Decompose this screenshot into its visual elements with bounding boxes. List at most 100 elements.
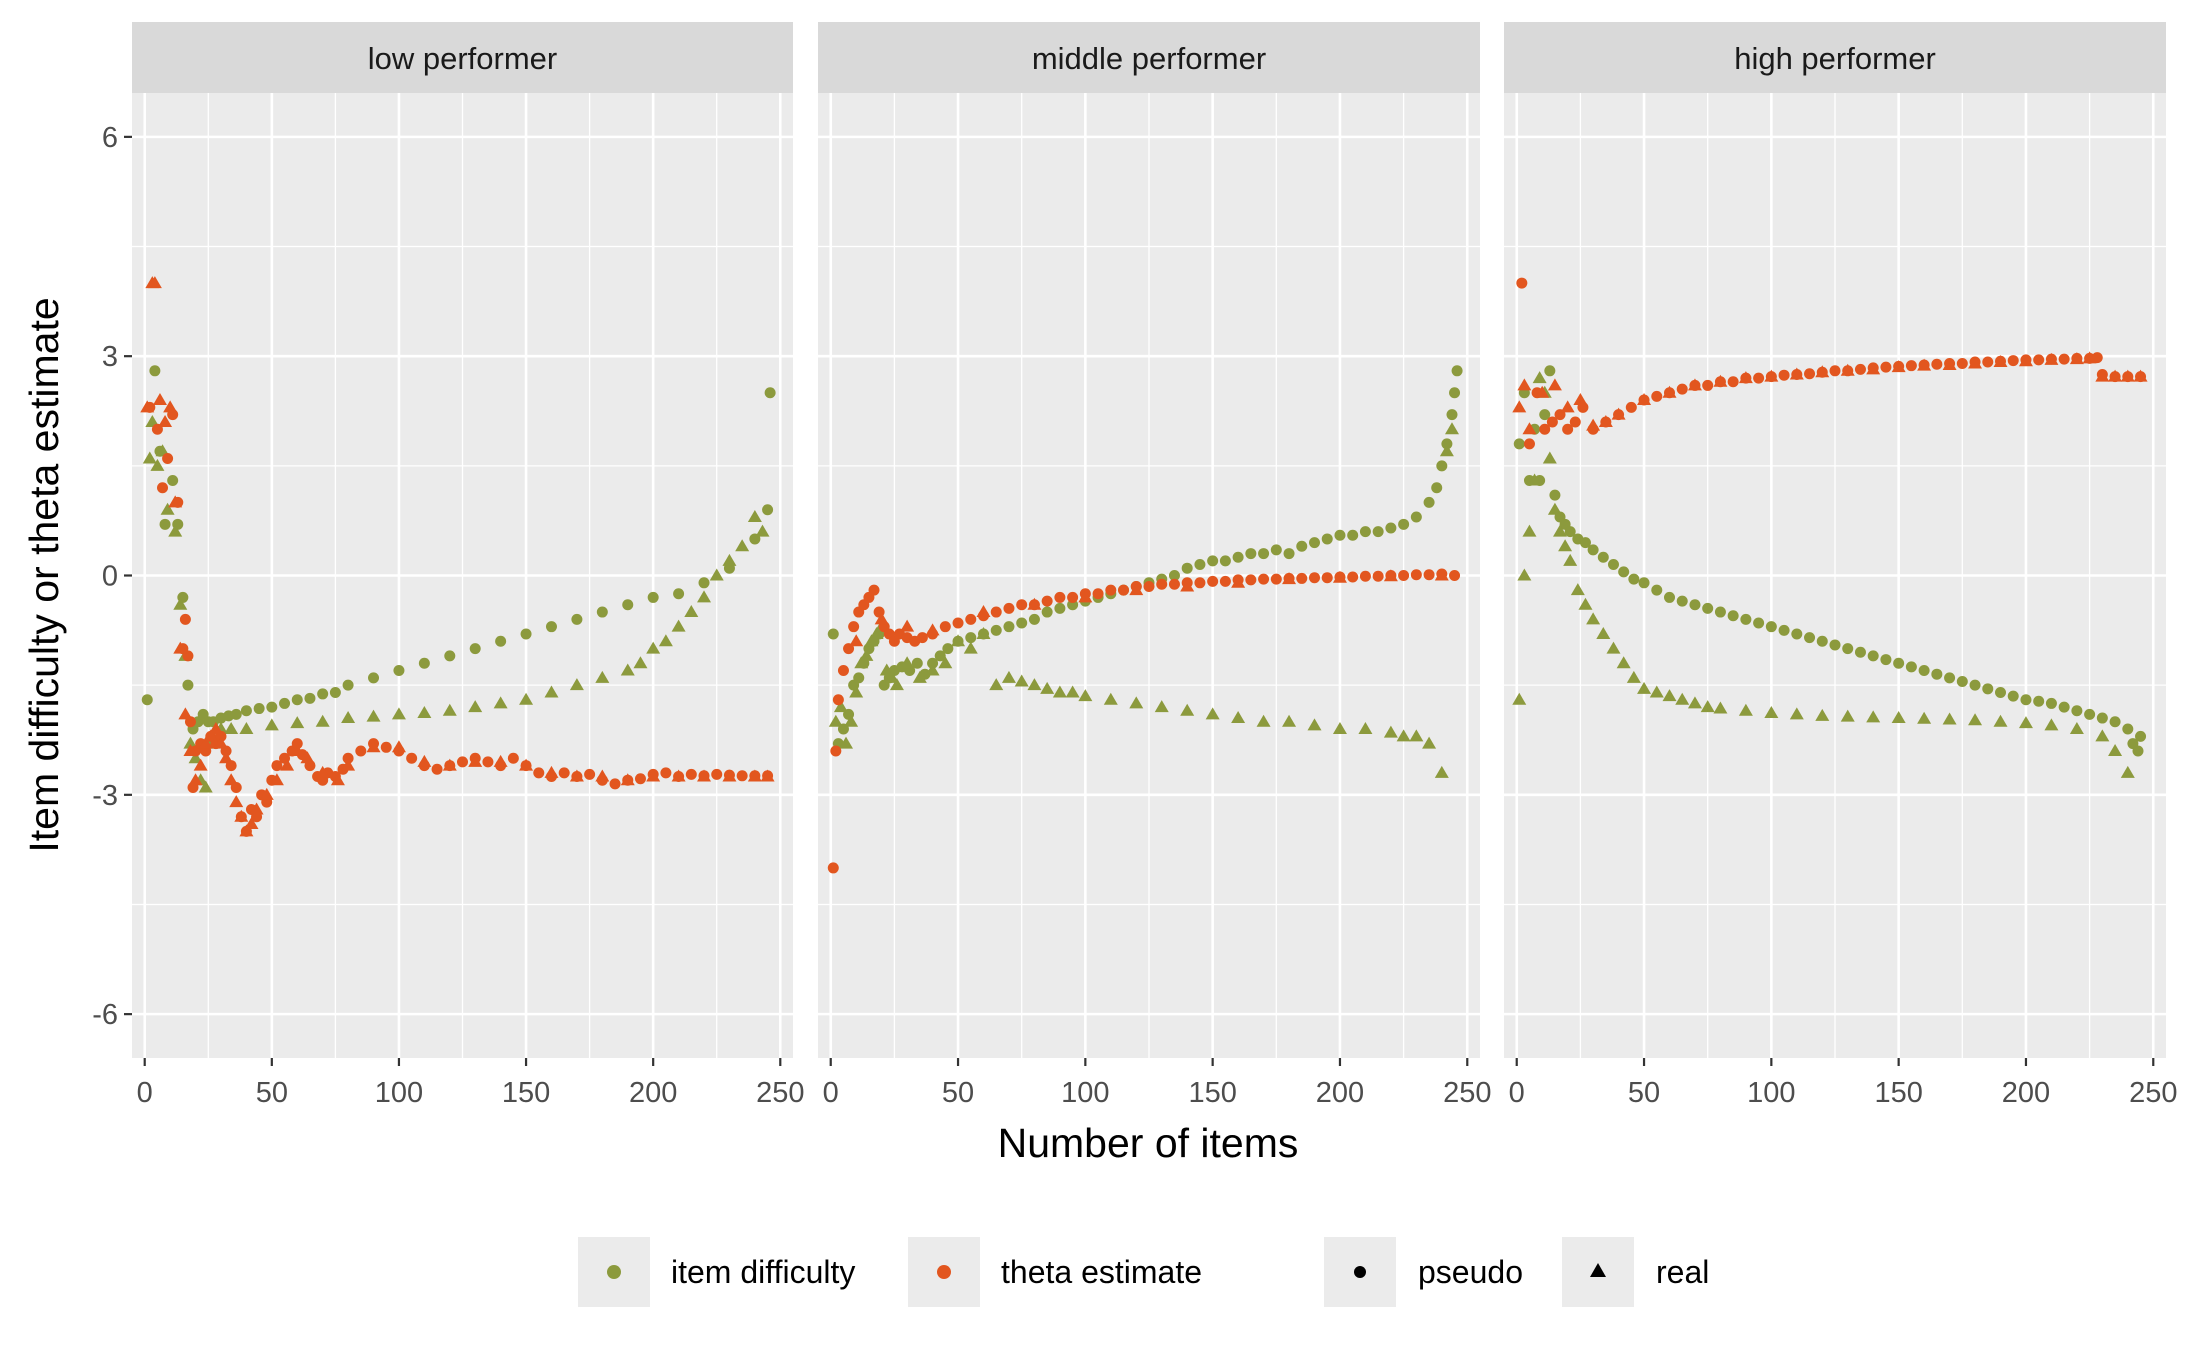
point-item-difficulty-real bbox=[889, 678, 904, 691]
point-theta-estimate-pseudo bbox=[1041, 595, 1053, 607]
point-item-difficulty-real bbox=[633, 656, 648, 669]
point-theta-estimate-pseudo bbox=[1321, 572, 1333, 584]
point-theta-estimate-real bbox=[183, 743, 198, 756]
point-theta-estimate-real bbox=[168, 495, 183, 508]
point-theta-estimate-pseudo bbox=[685, 768, 697, 780]
point-item-difficulty-pseudo bbox=[329, 686, 341, 698]
point-item-difficulty-pseudo bbox=[1816, 635, 1828, 647]
point-theta-estimate-pseudo bbox=[1778, 369, 1790, 381]
point-theta-estimate-real bbox=[1522, 422, 1537, 435]
point-theta-estimate-pseudo bbox=[380, 741, 392, 753]
point-item-difficulty-pseudo bbox=[141, 694, 153, 706]
x-tick-label: 250 bbox=[2129, 1077, 2177, 1109]
point-item-difficulty-pseudo bbox=[1628, 573, 1640, 585]
point-item-difficulty-pseudo bbox=[1451, 365, 1463, 377]
point-item-difficulty-pseudo bbox=[1765, 621, 1777, 633]
point-theta-estimate-pseudo bbox=[2033, 354, 2045, 366]
point-item-difficulty-real bbox=[951, 634, 966, 647]
point-theta-estimate-pseudo bbox=[355, 745, 367, 757]
point-item-difficulty-real bbox=[1968, 713, 1983, 726]
point-theta-estimate-pseudo bbox=[1804, 368, 1816, 380]
point-theta-estimate-pseudo bbox=[157, 482, 169, 494]
point-item-difficulty-pseudo bbox=[1597, 551, 1609, 563]
y-axis-title: Item difficulty or theta estimate bbox=[21, 297, 67, 852]
point-item-difficulty-pseudo bbox=[167, 474, 179, 486]
point-item-difficulty-pseudo bbox=[2096, 712, 2108, 724]
x-tick-label: 50 bbox=[256, 1077, 288, 1109]
point-item-difficulty-real bbox=[150, 458, 165, 471]
point-item-difficulty-real bbox=[2120, 765, 2135, 778]
panel-3: high performer 0 50 100 150 200 250 bbox=[1504, 22, 2177, 1109]
point-item-difficulty-real bbox=[183, 736, 198, 749]
point-item-difficulty-pseudo bbox=[1423, 496, 1435, 508]
point-theta-estimate-pseudo bbox=[1516, 277, 1528, 289]
point-item-difficulty-pseudo bbox=[622, 599, 634, 611]
point-item-difficulty-pseudo bbox=[1016, 617, 1028, 629]
x-tick-label: 50 bbox=[942, 1077, 974, 1109]
point-item-difficulty-real bbox=[976, 626, 991, 639]
point-item-difficulty-pseudo bbox=[1854, 646, 1866, 658]
point-theta-estimate-pseudo bbox=[1880, 361, 1892, 373]
point-theta-estimate-real bbox=[290, 743, 305, 756]
point-item-difficulty-real bbox=[1517, 568, 1532, 581]
point-theta-estimate-real bbox=[1840, 363, 1855, 376]
point-theta-estimate-real bbox=[2069, 352, 2084, 365]
point-theta-estimate-pseudo bbox=[1347, 571, 1359, 583]
x-tick-label: 200 bbox=[629, 1077, 677, 1109]
point-item-difficulty-pseudo bbox=[1579, 537, 1591, 549]
panel-title: high performer bbox=[1734, 41, 1936, 76]
point-theta-estimate-real bbox=[1662, 385, 1677, 398]
point-item-difficulty-real bbox=[1840, 709, 1855, 722]
point-theta-estimate-pseudo bbox=[634, 773, 646, 785]
point-item-difficulty-real bbox=[859, 648, 874, 661]
x-tick-label: 150 bbox=[1188, 1077, 1236, 1109]
point-item-difficulty-pseudo bbox=[342, 679, 354, 691]
point-item-difficulty-real bbox=[989, 678, 1004, 691]
point-item-difficulty-pseudo bbox=[1702, 602, 1714, 614]
point-theta-estimate-real bbox=[208, 722, 223, 735]
point-item-difficulty-pseudo bbox=[1270, 544, 1282, 556]
point-item-difficulty-pseudo bbox=[1638, 577, 1650, 589]
point-item-difficulty-real bbox=[1205, 707, 1220, 720]
point-item-difficulty-real bbox=[671, 619, 686, 632]
point-theta-estimate-pseudo bbox=[1258, 573, 1270, 585]
point-theta-estimate-real bbox=[1535, 385, 1550, 398]
legend-label-item-difficulty: item difficulty bbox=[671, 1254, 855, 1290]
point-item-difficulty-real bbox=[938, 656, 953, 669]
point-theta-estimate-real bbox=[747, 769, 762, 782]
point-theta-estimate-real bbox=[1942, 357, 1957, 370]
point-item-difficulty-pseudo bbox=[1283, 548, 1295, 560]
point-theta-estimate-real bbox=[2120, 369, 2135, 382]
point-item-difficulty-pseudo bbox=[368, 672, 380, 684]
point-item-difficulty-pseudo bbox=[1651, 584, 1663, 596]
point-item-difficulty-real bbox=[1891, 711, 1906, 724]
point-theta-estimate-real bbox=[1611, 407, 1626, 420]
point-item-difficulty-real bbox=[1154, 700, 1169, 713]
point-theta-estimate-real bbox=[249, 802, 264, 815]
point-item-difficulty-real bbox=[1103, 692, 1118, 705]
point-theta-estimate-real bbox=[1866, 362, 1881, 375]
point-theta-estimate-pseudo bbox=[1539, 423, 1551, 435]
point-item-difficulty-real bbox=[900, 656, 915, 669]
point-item-difficulty-pseudo bbox=[1436, 460, 1448, 472]
point-item-difficulty-pseudo bbox=[1791, 628, 1803, 640]
point-theta-estimate-pseudo bbox=[457, 756, 468, 768]
point-item-difficulty-real bbox=[544, 685, 559, 698]
panel-title: low performer bbox=[368, 41, 558, 76]
point-item-difficulty-real bbox=[1422, 736, 1437, 749]
point-theta-estimate-real bbox=[2095, 369, 2110, 382]
panel-strip bbox=[818, 22, 1480, 93]
point-item-difficulty-real bbox=[1563, 553, 1578, 566]
point-theta-estimate-pseudo bbox=[2058, 353, 2070, 365]
point-item-difficulty-real bbox=[2095, 729, 2110, 742]
point-item-difficulty-real bbox=[1558, 539, 1573, 552]
point-theta-estimate-real bbox=[300, 751, 315, 764]
point-theta-estimate-real bbox=[259, 787, 274, 800]
point-item-difficulty-pseudo bbox=[1956, 676, 1968, 688]
point-item-difficulty-pseudo bbox=[418, 657, 430, 669]
point-item-difficulty-real bbox=[366, 709, 381, 722]
point-item-difficulty-pseudo bbox=[1689, 599, 1701, 611]
point-item-difficulty-real bbox=[1626, 670, 1641, 683]
point-theta-estimate-real bbox=[1573, 393, 1588, 406]
point-item-difficulty-pseudo bbox=[934, 650, 946, 662]
